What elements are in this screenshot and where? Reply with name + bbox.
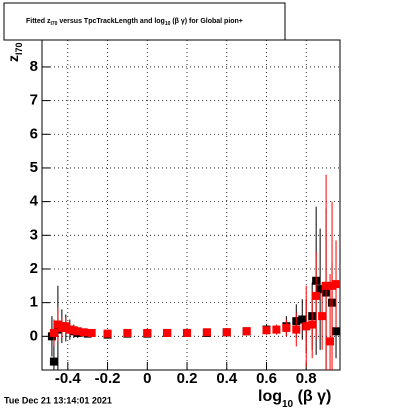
y-label-part: z xyxy=(5,55,21,62)
title-part: versus TpcTrackLength and log xyxy=(57,18,164,25)
marker xyxy=(322,281,331,290)
marker xyxy=(332,280,341,289)
marker xyxy=(79,328,88,337)
marker xyxy=(143,328,152,337)
marker xyxy=(73,327,82,336)
marker xyxy=(123,328,132,337)
marker xyxy=(242,327,251,336)
title-sub: I70 xyxy=(51,21,58,27)
title-sub: 10 xyxy=(165,21,171,27)
x-label-sub: 10 xyxy=(282,399,294,409)
marker xyxy=(282,323,291,332)
x-tick-label: 0.4 xyxy=(216,370,238,387)
x-axis-label: log10 (β γ) xyxy=(258,388,331,409)
marker xyxy=(318,312,327,321)
y-tick-label: 0 xyxy=(30,327,38,344)
title-box xyxy=(3,2,286,41)
marker xyxy=(87,328,96,337)
y-tick-label: 8 xyxy=(30,58,38,75)
marker xyxy=(326,337,335,346)
title-part: (β γ) for Global pion+ xyxy=(170,18,243,25)
footer-date: Tue Dec 21 13:14:01 2021 xyxy=(4,395,112,405)
marker xyxy=(316,285,325,294)
marker xyxy=(183,328,192,337)
marker xyxy=(49,328,58,337)
y-tick-label: 5 xyxy=(30,159,38,176)
y-tick-label: 7 xyxy=(30,92,38,109)
chart-title: Fitted zI70 versus TpcTrackLength and lo… xyxy=(26,18,243,27)
marker xyxy=(302,322,311,331)
y-tick-label: 2 xyxy=(30,260,38,277)
y-tick-label: 3 xyxy=(30,226,38,243)
marker xyxy=(298,315,307,324)
marker xyxy=(163,328,172,337)
y-axis-label: zI70 xyxy=(5,42,25,62)
x-tick-label: -0.4 xyxy=(55,370,82,387)
x-tick-label: 0 xyxy=(143,370,151,387)
marker xyxy=(332,327,341,336)
marker xyxy=(308,320,317,329)
x-label-part: log xyxy=(258,388,282,405)
x-label-part: (β γ) xyxy=(293,388,331,405)
marker xyxy=(222,328,231,337)
marker xyxy=(312,291,321,300)
y-label-sub: I70 xyxy=(14,42,24,55)
title-part: Fitted z xyxy=(26,18,51,25)
x-tick-label: 0.6 xyxy=(256,370,277,387)
y-tick-label: 4 xyxy=(30,193,39,210)
x-tick-label: 0.8 xyxy=(296,370,317,387)
marker xyxy=(292,325,301,334)
marker xyxy=(262,326,271,335)
marker xyxy=(103,329,112,338)
marker xyxy=(202,328,211,337)
x-tick-label: -0.2 xyxy=(95,370,121,387)
x-tick-label: 0.2 xyxy=(177,370,198,387)
marker xyxy=(272,325,281,334)
y-tick-label: 6 xyxy=(30,125,38,142)
marker xyxy=(49,357,58,366)
y-tick-label: 1 xyxy=(30,294,38,311)
